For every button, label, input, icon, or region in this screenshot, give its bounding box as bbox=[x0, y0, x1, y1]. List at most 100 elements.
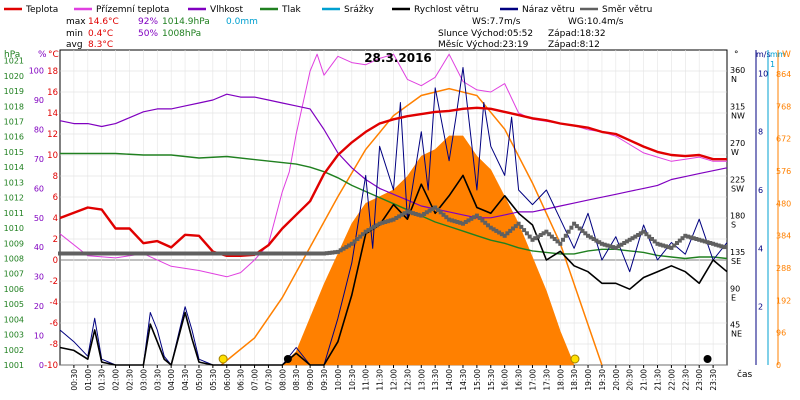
time-tick: 14:00 bbox=[445, 369, 454, 391]
stat-max-press: 1014.9hPa bbox=[162, 17, 210, 27]
wind-direction-point bbox=[380, 220, 385, 225]
wind-direction-point bbox=[135, 251, 140, 256]
wind-direction-point bbox=[102, 251, 107, 256]
wind-direction-point bbox=[416, 212, 421, 217]
time-tick: 09:30 bbox=[320, 369, 329, 391]
c-tick: 4 bbox=[53, 214, 58, 224]
hpa-tick: 1020 bbox=[4, 72, 24, 81]
time-tick: 21:00 bbox=[640, 369, 649, 391]
time-tick: 23:00 bbox=[695, 369, 704, 391]
wind-direction-point bbox=[330, 250, 335, 255]
wind-direction-point bbox=[96, 251, 101, 256]
wind-direction-point bbox=[360, 232, 365, 237]
wind-direction-point bbox=[127, 251, 132, 256]
wind-direction-point bbox=[455, 220, 460, 224]
wind-direction-point bbox=[108, 251, 112, 256]
time-tick: 13:00 bbox=[417, 369, 426, 391]
info-moon-rise: Měsíc Východ:23:19 bbox=[438, 40, 529, 50]
wind-direction-point bbox=[377, 221, 382, 226]
deg-dir-tick: NW bbox=[731, 112, 745, 121]
time-tick: 02:30 bbox=[125, 369, 134, 391]
wind-direction-point bbox=[260, 251, 265, 256]
legend-item: Vlhkost bbox=[188, 5, 243, 15]
wind-direction-point bbox=[466, 218, 471, 223]
time-tick: 00:30 bbox=[70, 369, 79, 391]
deg-dir-tick: S bbox=[731, 221, 736, 230]
w-tick: 288 bbox=[776, 264, 791, 273]
wind-direction-point bbox=[160, 251, 165, 256]
wind-direction-point bbox=[513, 224, 518, 229]
wind-direction-point bbox=[444, 215, 449, 220]
w-tick: 768 bbox=[776, 102, 791, 111]
wind-direction-point bbox=[472, 215, 477, 220]
wind-direction-point bbox=[58, 251, 62, 256]
wind-direction-point bbox=[549, 234, 554, 239]
time-tick: 04:00 bbox=[167, 369, 176, 391]
stat-min-hum: 50% bbox=[138, 29, 158, 39]
wind-direction-point bbox=[244, 251, 249, 256]
wind-direction-point bbox=[477, 216, 482, 220]
hpa-tick: 1001 bbox=[4, 361, 24, 370]
wind-direction-point bbox=[594, 238, 599, 243]
wind-direction-point bbox=[255, 251, 260, 256]
time-tick: 03:30 bbox=[153, 369, 162, 391]
wind-direction-point bbox=[419, 213, 424, 218]
wind-direction-point bbox=[541, 231, 546, 236]
wind-direction-point bbox=[119, 251, 124, 256]
legend: Teplota Přízemní teplota Vlhkost Tlak Srážky… bbox=[4, 5, 652, 15]
wind-direction-point bbox=[60, 251, 65, 256]
c-tick: 16 bbox=[47, 88, 58, 98]
c-tick: 6 bbox=[53, 193, 58, 203]
info-sun-set: Západ:18:32 bbox=[548, 29, 606, 39]
wind-direction-point bbox=[283, 251, 288, 256]
wind-direction-point bbox=[183, 251, 188, 256]
hpa-tick: 1007 bbox=[4, 270, 24, 279]
wind-direction-point bbox=[711, 241, 716, 246]
c-tick: 12 bbox=[47, 130, 58, 140]
time-tick: 13:30 bbox=[431, 369, 440, 391]
series-line-vlhkost bbox=[59, 93, 728, 219]
wind-direction-point bbox=[519, 224, 524, 229]
hpa-tick: 1002 bbox=[4, 346, 24, 355]
hpa-tick: 1016 bbox=[4, 133, 24, 142]
hpa-tick: 1018 bbox=[4, 102, 24, 111]
time-tick: 06:00 bbox=[223, 369, 232, 391]
info-moon-set: Západ:8:12 bbox=[548, 40, 600, 50]
wind-direction-point bbox=[383, 220, 388, 224]
wind-direction-point bbox=[616, 244, 621, 249]
stat-avg-label: avg bbox=[66, 40, 83, 50]
wind-direction-point bbox=[405, 209, 410, 214]
chart-marks bbox=[58, 205, 727, 364]
legend-label: Směr větru bbox=[602, 5, 652, 15]
wind-direction-point bbox=[655, 241, 660, 246]
wind-direction-point bbox=[624, 239, 629, 244]
hpa-tick: 1014 bbox=[4, 163, 24, 172]
series-line-teplota bbox=[59, 106, 727, 257]
wind-direction-point bbox=[508, 228, 513, 233]
time-tick: 06:30 bbox=[237, 369, 246, 391]
legend-item: Rychlost větru bbox=[392, 5, 479, 15]
pct-tick: 0 bbox=[39, 361, 44, 370]
c-tick: -2 bbox=[50, 277, 58, 287]
wind-direction-point bbox=[180, 251, 185, 256]
axis-x-label: čas bbox=[737, 369, 752, 380]
hpa-tick: 1011 bbox=[4, 209, 24, 218]
series-line-n-raz-v-tru bbox=[59, 67, 728, 366]
c-tick: 2 bbox=[53, 235, 58, 245]
wind-direction-point bbox=[516, 221, 521, 226]
time-tick: 10:00 bbox=[334, 369, 343, 391]
legend-label: Srážky bbox=[344, 5, 375, 15]
legend-item: Tlak bbox=[260, 5, 302, 15]
wind-direction-point bbox=[138, 251, 143, 256]
wind-direction-point bbox=[683, 233, 688, 238]
wind-direction-point bbox=[486, 223, 490, 228]
wind-direction-point bbox=[494, 228, 499, 233]
time-tick: 18:00 bbox=[556, 369, 565, 391]
wind-direction-point bbox=[177, 251, 182, 256]
wind-direction-point bbox=[652, 239, 657, 244]
wind-direction-point bbox=[158, 251, 163, 256]
time-tick: 18:30 bbox=[570, 369, 579, 391]
wind-direction-point bbox=[233, 251, 238, 256]
deg-dir-tick: N bbox=[731, 75, 737, 84]
wind-direction-point bbox=[474, 213, 479, 218]
